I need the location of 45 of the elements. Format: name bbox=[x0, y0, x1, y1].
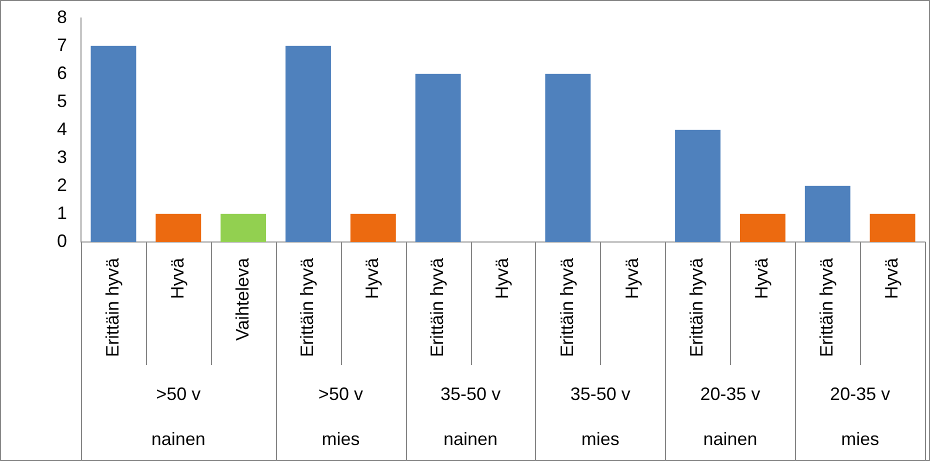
y-tick-label: 4 bbox=[56, 118, 68, 139]
bar bbox=[804, 186, 850, 242]
x-tick-label: Vaihteleva bbox=[232, 256, 252, 341]
text: 35-50 v bbox=[570, 384, 630, 404]
text: 20-35 v bbox=[700, 384, 760, 404]
text: >50 v bbox=[318, 384, 363, 404]
text: mies bbox=[841, 428, 880, 449]
y-tick-label: 6 bbox=[56, 62, 68, 83]
bar bbox=[156, 214, 202, 242]
bar bbox=[415, 74, 461, 242]
y-tick-label: 0 bbox=[56, 230, 68, 251]
text: >50 v bbox=[156, 384, 201, 404]
x-tick-label: Erittäin hyvä bbox=[556, 256, 577, 358]
y-tick-label: 2 bbox=[56, 174, 68, 195]
x-tick-label: Hyvä bbox=[882, 256, 902, 299]
x-tick-label: Hyvä bbox=[362, 256, 382, 299]
x-tick-label: Hyvä bbox=[167, 256, 188, 299]
bar bbox=[740, 214, 786, 242]
x-tick-label: Hyvä bbox=[622, 256, 642, 299]
x-tick-label: Erittäin hyvä bbox=[686, 256, 707, 358]
bar bbox=[90, 46, 136, 242]
x-tick-label: Erittäin hyvä bbox=[427, 256, 448, 358]
bar bbox=[545, 74, 591, 242]
text: mies bbox=[581, 428, 620, 449]
x-tick-label: Hyvä bbox=[492, 256, 512, 299]
bar bbox=[870, 214, 916, 242]
y-tick-label: 8 bbox=[56, 6, 68, 27]
y-tick-label: 7 bbox=[56, 34, 68, 55]
bar bbox=[675, 130, 720, 242]
text: 20-35 v bbox=[830, 384, 890, 404]
bar bbox=[220, 214, 266, 242]
text: mies bbox=[322, 428, 360, 449]
x-tick-label: Erittäin hyvä bbox=[102, 256, 122, 358]
text: nainen bbox=[703, 428, 758, 449]
bar bbox=[286, 46, 331, 242]
x-tick-label: Erittäin hyvä bbox=[297, 256, 318, 358]
text: nainen bbox=[444, 428, 498, 449]
x-tick-label: Erittäin hyvä bbox=[816, 256, 837, 358]
y-tick-label: 1 bbox=[56, 202, 68, 223]
text: 35-50 v bbox=[440, 384, 501, 404]
y-tick-label: 3 bbox=[56, 146, 68, 167]
text: nainen bbox=[151, 428, 206, 449]
y-tick-label: 5 bbox=[56, 90, 68, 111]
x-tick-label: Hyvä bbox=[752, 256, 772, 299]
bar bbox=[350, 214, 396, 242]
